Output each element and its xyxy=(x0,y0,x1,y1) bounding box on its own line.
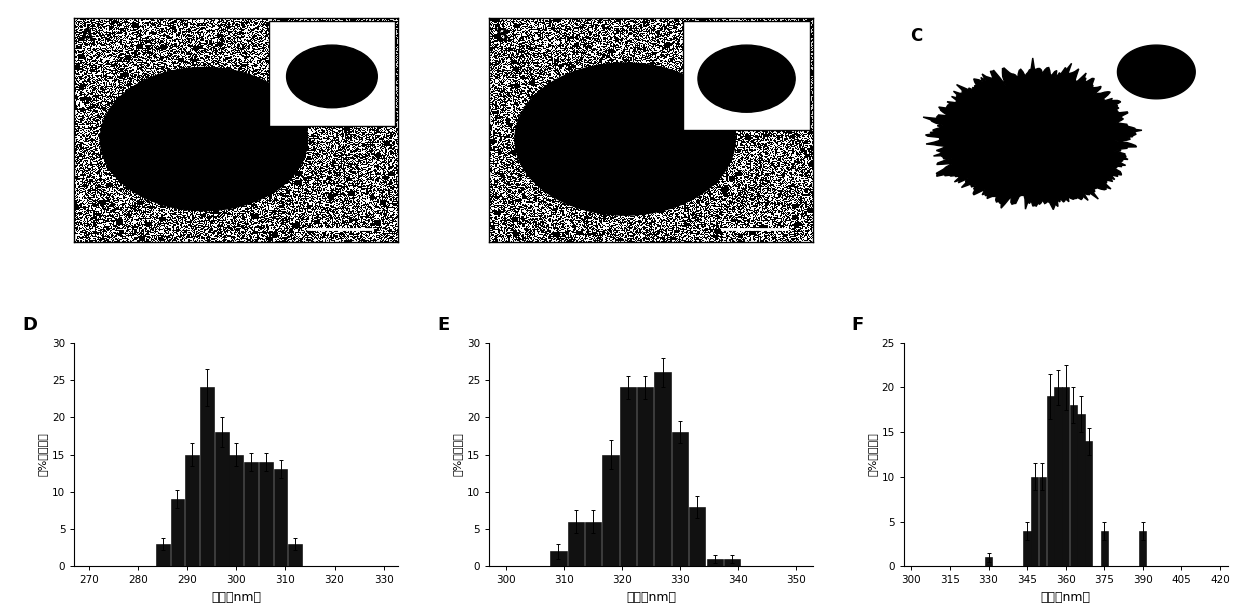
Bar xyxy=(551,552,567,566)
Bar xyxy=(185,454,200,566)
Bar xyxy=(289,544,303,566)
Y-axis label: （%）百分比: （%）百分比 xyxy=(38,432,48,476)
Bar xyxy=(585,522,601,566)
Polygon shape xyxy=(1117,45,1195,99)
Bar xyxy=(200,387,213,566)
Bar xyxy=(683,21,810,130)
Bar xyxy=(244,462,258,566)
Bar xyxy=(171,499,185,566)
Bar xyxy=(1023,530,1030,566)
Bar xyxy=(259,462,273,566)
Bar xyxy=(1047,396,1054,566)
Bar xyxy=(568,522,584,566)
Text: E: E xyxy=(438,315,449,334)
Bar xyxy=(724,559,740,566)
Bar xyxy=(229,454,243,566)
Y-axis label: （%）百分比: （%）百分比 xyxy=(867,432,877,476)
Bar xyxy=(269,21,396,125)
Text: A: A xyxy=(81,27,94,45)
Bar xyxy=(655,373,671,566)
Circle shape xyxy=(286,45,377,108)
Circle shape xyxy=(515,63,735,215)
Bar xyxy=(1140,530,1146,566)
X-axis label: 粒径（nm）: 粒径（nm） xyxy=(1040,591,1091,604)
Text: B: B xyxy=(496,27,508,45)
Bar xyxy=(603,454,619,566)
Bar xyxy=(620,387,636,566)
Y-axis label: （%）百分比: （%）百分比 xyxy=(453,432,463,476)
Bar xyxy=(707,559,723,566)
Bar xyxy=(156,544,170,566)
Bar xyxy=(1101,530,1107,566)
Polygon shape xyxy=(923,58,1142,209)
Bar xyxy=(1032,477,1038,566)
Bar xyxy=(1054,387,1061,566)
Text: F: F xyxy=(852,315,864,334)
Bar xyxy=(689,507,706,566)
Bar xyxy=(1085,441,1092,566)
Bar xyxy=(672,432,688,566)
Bar xyxy=(637,387,653,566)
X-axis label: 粒径（nm）: 粒径（nm） xyxy=(211,591,262,604)
Text: D: D xyxy=(22,315,37,334)
Text: C: C xyxy=(910,27,923,45)
Bar xyxy=(1078,414,1085,566)
Bar xyxy=(274,470,288,566)
Bar xyxy=(985,557,992,566)
Bar xyxy=(1061,387,1069,566)
X-axis label: 粒径（nm）: 粒径（nm） xyxy=(626,591,676,604)
Circle shape xyxy=(100,68,308,211)
Bar xyxy=(215,432,228,566)
Bar xyxy=(1070,406,1078,566)
Bar xyxy=(1039,477,1047,566)
Circle shape xyxy=(698,45,795,112)
